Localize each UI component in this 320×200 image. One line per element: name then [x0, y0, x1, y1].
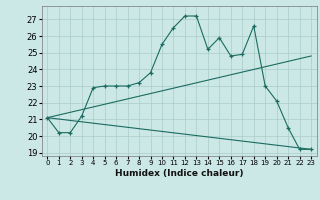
X-axis label: Humidex (Indice chaleur): Humidex (Indice chaleur): [115, 169, 244, 178]
